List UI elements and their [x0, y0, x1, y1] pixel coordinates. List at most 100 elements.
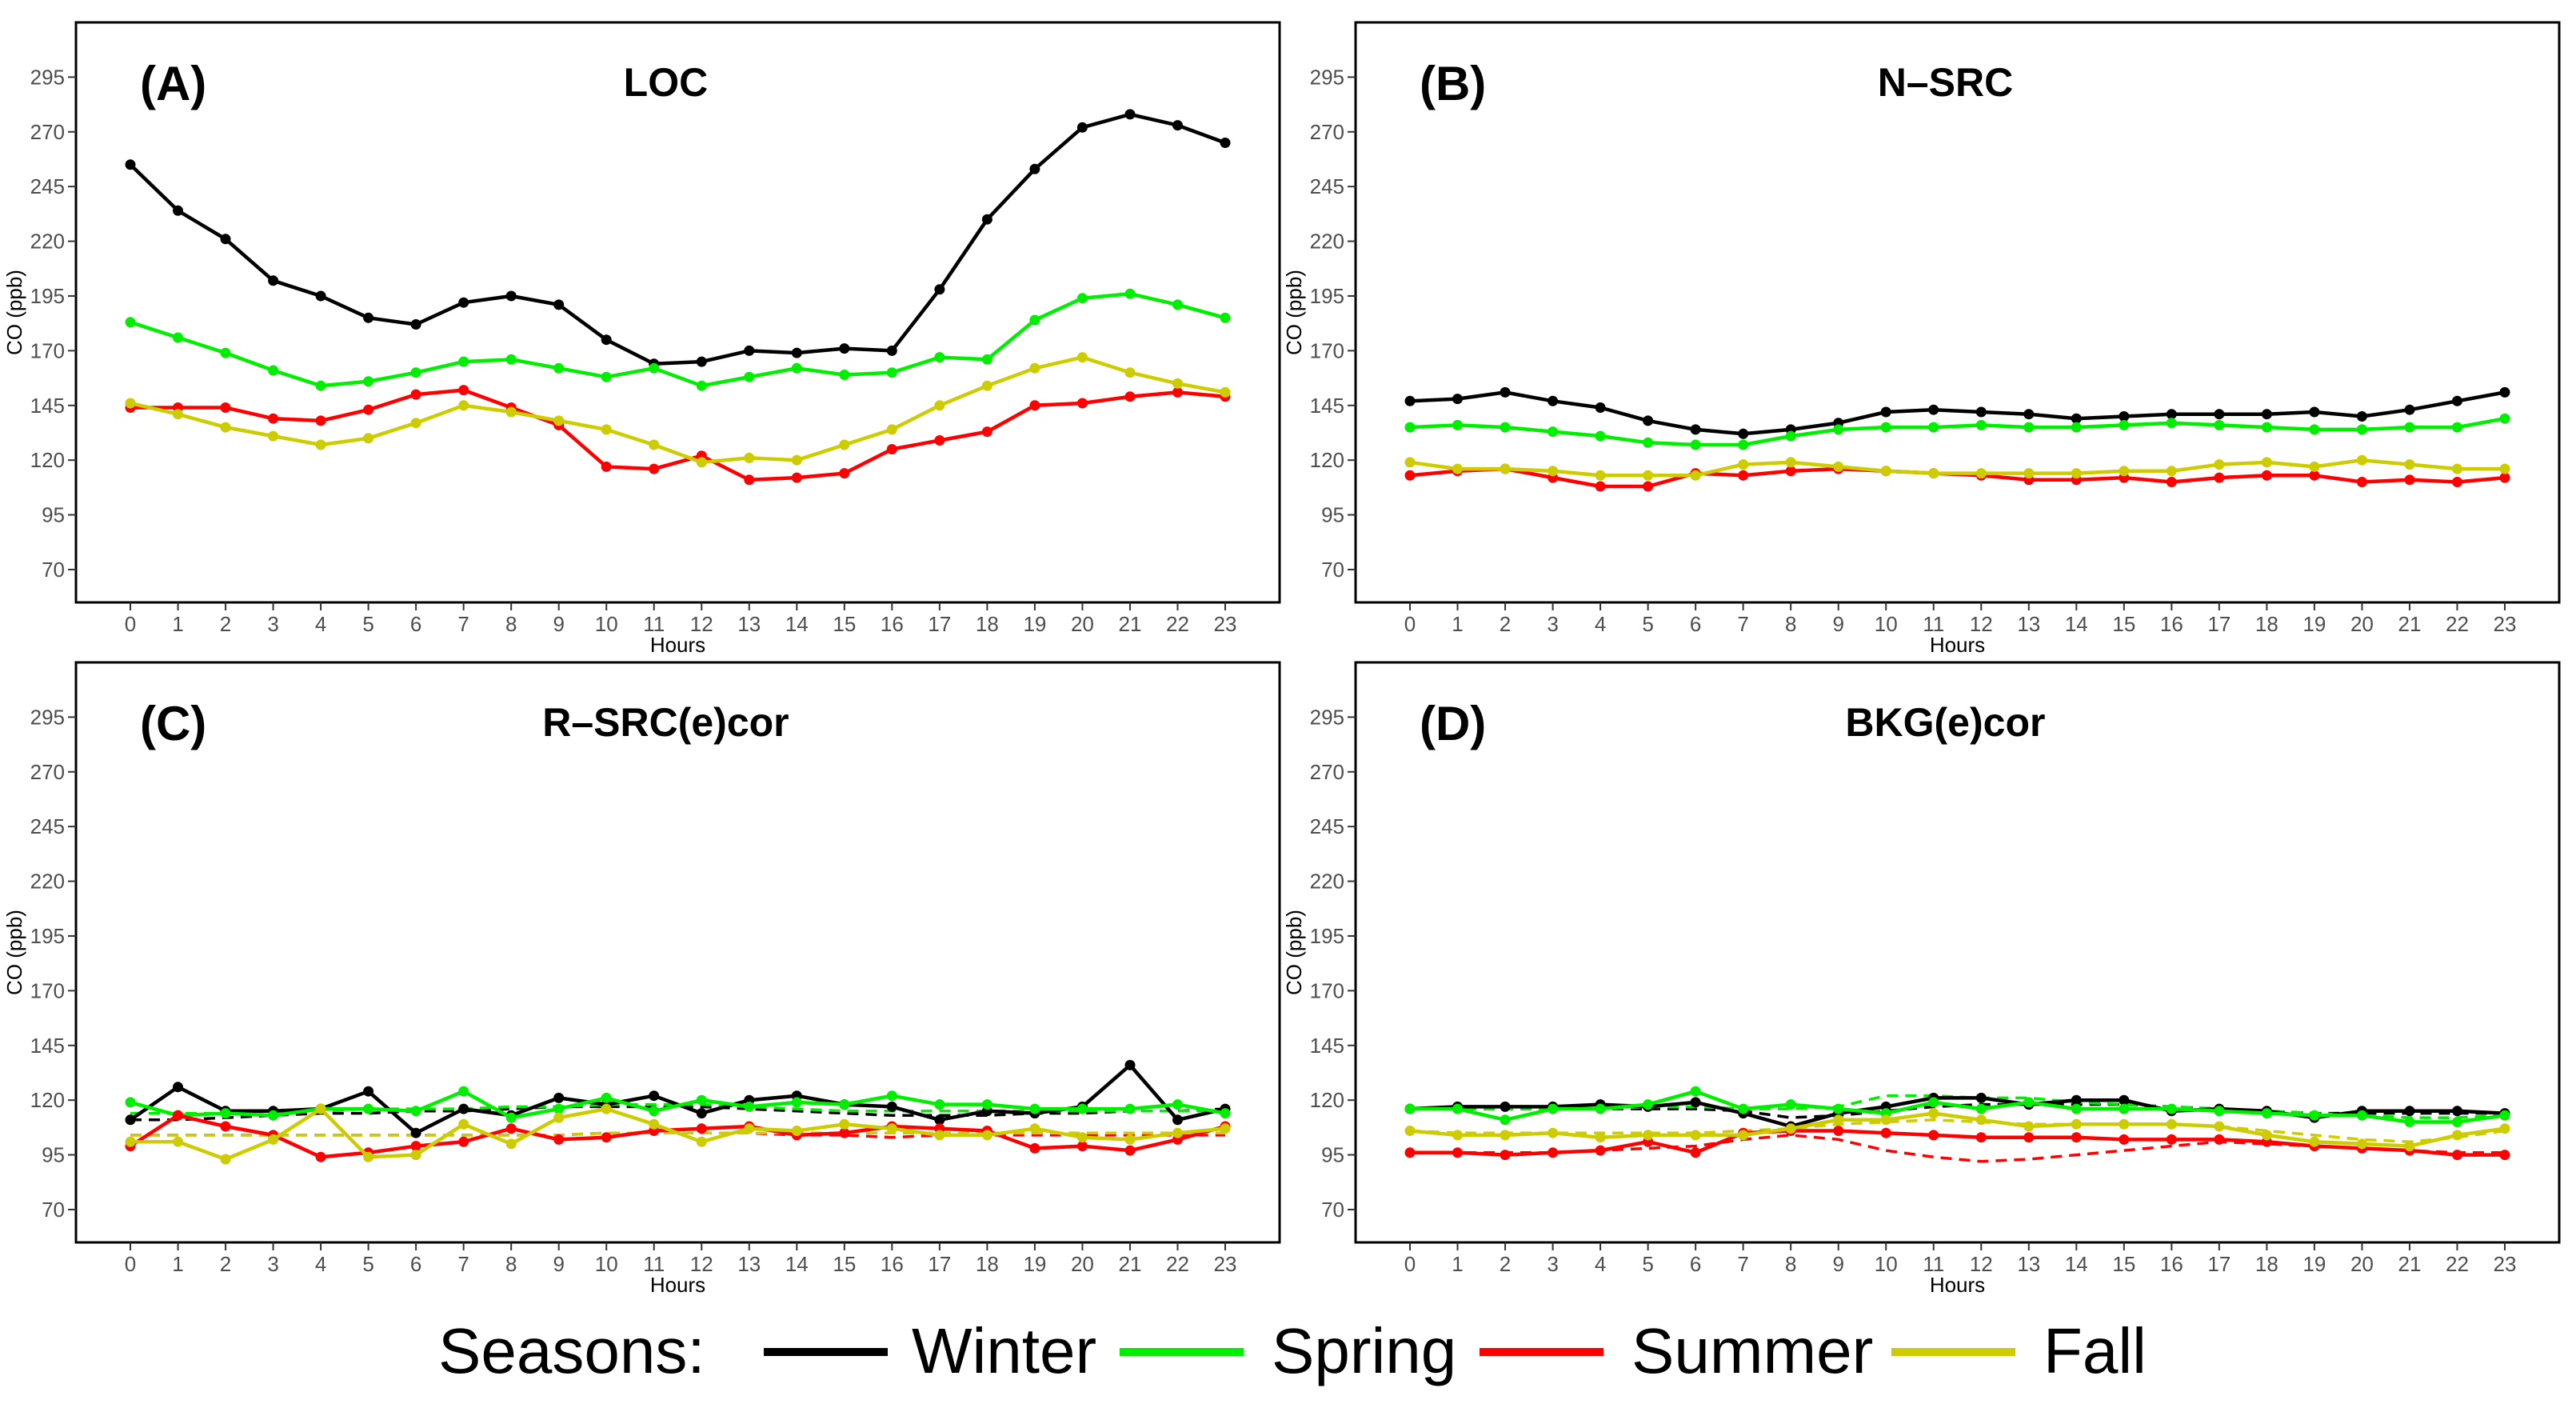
data-point-spring — [981, 354, 992, 365]
data-point-fall — [1124, 1134, 1136, 1145]
x-tick-label: 13 — [2017, 1252, 2040, 1276]
data-point-spring — [934, 352, 945, 363]
data-point-summer — [505, 1123, 517, 1134]
data-point-spring — [2023, 422, 2035, 433]
data-point-spring — [1172, 299, 1183, 310]
data-point-summer — [2261, 470, 2272, 481]
data-point-spring — [2166, 418, 2177, 429]
data-point-fall — [2261, 457, 2272, 468]
data-point-spring — [553, 362, 565, 374]
x-tick-label: 15 — [2112, 1252, 2135, 1276]
data-point-winter — [1975, 406, 1987, 418]
data-point-spring — [1029, 314, 1040, 326]
data-point-summer — [1738, 470, 1749, 481]
panel-title: BKG(e)cor — [1845, 700, 2045, 745]
x-tick-label: 20 — [2350, 1252, 2374, 1276]
data-point-fall — [744, 1123, 755, 1134]
legend-label-summer: Summer — [1631, 1315, 1873, 1386]
data-point-fall — [220, 422, 231, 433]
data-point-fall — [696, 1136, 707, 1147]
x-tick-label: 17 — [2207, 612, 2231, 636]
x-tick-label: 12 — [690, 612, 713, 636]
series-line-spring — [1409, 416, 2506, 447]
x-tick-label: 12 — [1970, 1252, 1993, 1276]
data-point-spring — [1076, 293, 1088, 304]
x-tick-label: 15 — [833, 612, 856, 636]
data-point-winter — [2071, 413, 2082, 424]
data-point-winter — [1404, 395, 1416, 406]
data-point-fall — [1785, 457, 1796, 468]
x-axis-label: Hours — [1930, 1273, 1985, 1297]
data-point-winter — [125, 159, 136, 170]
data-point-spring — [744, 1101, 755, 1112]
data-point-fall — [1833, 1114, 1844, 1126]
data-point-summer — [2309, 470, 2320, 481]
y-tick-label: 145 — [30, 1034, 65, 1058]
y-tick-label: 270 — [30, 760, 65, 784]
data-point-spring — [2309, 1110, 2320, 1121]
data-point-fall — [268, 430, 279, 442]
data-point-fall — [125, 1136, 136, 1147]
data-point-fall — [2499, 1123, 2510, 1134]
data-point-spring — [1220, 312, 1231, 323]
data-point-spring — [173, 332, 183, 343]
data-point-summer — [2214, 472, 2225, 483]
y-tick-label: 70 — [1321, 558, 1344, 582]
panel-tag: (D) — [1420, 697, 1486, 750]
data-point-winter — [268, 275, 279, 286]
x-tick-label: 9 — [1832, 612, 1843, 636]
x-tick-label: 10 — [595, 612, 618, 636]
x-tick-label: 23 — [2494, 1252, 2517, 1276]
data-point-fall — [1500, 463, 1511, 474]
data-point-winter — [934, 284, 945, 295]
legend: Seasons: Winter Spring Summer Fall — [438, 1315, 2147, 1386]
data-point-fall — [2214, 459, 2225, 470]
x-tick-label: 2 — [1500, 612, 1511, 636]
x-tick-label: 7 — [457, 1252, 469, 1276]
data-point-fall — [1172, 378, 1183, 389]
data-point-fall — [553, 1112, 565, 1123]
data-point-summer — [2071, 1132, 2082, 1143]
x-tick-label: 10 — [1875, 612, 1898, 636]
data-point-fall — [2023, 468, 2035, 479]
x-tick-label: 19 — [2302, 1252, 2326, 1276]
x-tick-label: 12 — [690, 1252, 713, 1276]
y-tick-label: 245 — [1310, 174, 1344, 198]
x-tick-label: 17 — [2207, 1252, 2231, 1276]
y-tick-label: 120 — [1310, 448, 1344, 472]
data-point-spring — [1595, 1103, 1606, 1114]
x-tick-label: 3 — [267, 1252, 278, 1276]
y-tick-label: 195 — [1310, 284, 1344, 308]
y-axis-label: CO (ppb) — [1282, 910, 1306, 995]
data-point-winter — [1124, 109, 1136, 120]
data-point-summer — [315, 415, 326, 426]
data-point-summer — [1690, 1147, 1701, 1158]
series-line-summer — [129, 1114, 1226, 1159]
x-axis-label: Hours — [1930, 633, 1985, 657]
data-point-fall — [1500, 1130, 1511, 1141]
data-point-fall — [1595, 1132, 1606, 1143]
data-point-fall — [744, 452, 755, 463]
data-point-fall — [1548, 466, 1559, 477]
data-point-winter — [1500, 386, 1511, 398]
x-axis-label: Hours — [650, 633, 705, 657]
data-point-spring — [1452, 419, 1463, 430]
data-point-spring — [315, 380, 326, 391]
data-point-spring — [886, 367, 897, 378]
data-point-winter — [886, 1101, 897, 1112]
x-tick-label: 14 — [785, 612, 809, 636]
data-point-fall — [315, 439, 326, 450]
x-tick-label: 3 — [1547, 1252, 1558, 1276]
data-point-fall — [173, 409, 183, 420]
panel-title: N–SRC — [1878, 60, 2013, 105]
data-point-winter — [1029, 163, 1040, 174]
data-point-spring — [649, 362, 660, 374]
series-line-fall — [130, 1106, 1226, 1162]
series-line-spring — [130, 291, 1226, 388]
series-line-winter — [129, 112, 1226, 366]
data-point-fall — [649, 439, 660, 450]
data-point-spring — [458, 356, 469, 367]
x-tick-label: 16 — [881, 612, 904, 636]
data-point-winter — [363, 1086, 374, 1097]
